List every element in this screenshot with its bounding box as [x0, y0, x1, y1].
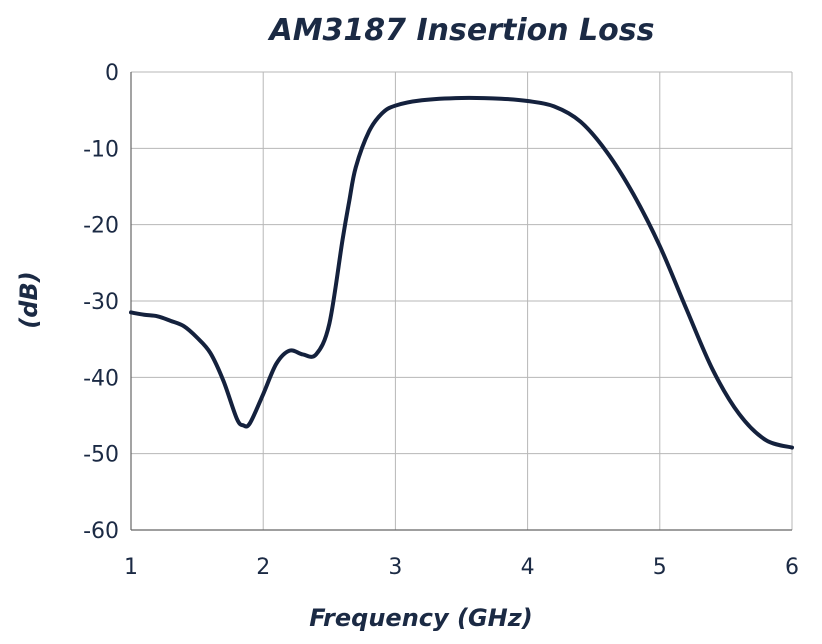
- series-lines: [129, 95, 794, 450]
- x-tick-label: 2: [256, 555, 270, 580]
- x-tick-label: 4: [521, 555, 535, 580]
- y-tick-labels: 0 -10 -20 -30 -40 -50 -60: [83, 61, 119, 544]
- x-axis-label: Frequency (GHz): [309, 604, 532, 632]
- y-tick-label: -30: [83, 290, 119, 315]
- y-tick-label: -50: [83, 443, 119, 468]
- insertion-loss-series-line: [129, 95, 794, 450]
- y-tick-label: -60: [83, 519, 119, 544]
- axes: [130, 72, 792, 531]
- x-tick-label: 5: [653, 555, 667, 580]
- y-axis-label: (dB): [15, 271, 43, 328]
- grid-lines: [130, 71, 793, 531]
- y-tick-label: -40: [83, 366, 119, 391]
- x-tick-label: 3: [388, 555, 402, 580]
- y-tick-label: -20: [83, 214, 119, 239]
- x-tick-label: 6: [785, 555, 799, 580]
- x-tick-labels: 1 2 3 4 5 6: [124, 555, 799, 580]
- chart-title: AM3187 Insertion Loss: [267, 13, 654, 48]
- x-tick-label: 1: [124, 555, 138, 580]
- y-tick-label: -10: [83, 137, 119, 162]
- y-tick-label: 0: [105, 61, 119, 86]
